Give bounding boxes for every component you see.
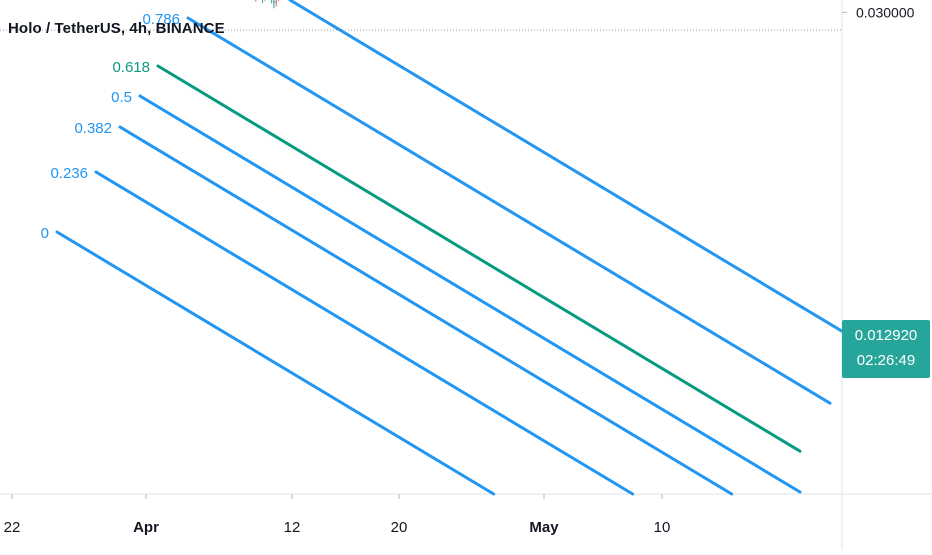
fib-level-label: 0.5: [111, 89, 132, 106]
x-tick-label: May: [529, 519, 559, 536]
fib-channel-line: [140, 96, 800, 492]
fib-channel-line: [57, 232, 494, 494]
last-price-value: 0.012920: [842, 327, 930, 344]
candles: [0, 0, 764, 8]
bar-countdown: 02:26:49: [842, 352, 930, 369]
candle-body: [273, 2, 275, 3]
fib-channel-line: [158, 66, 800, 451]
x-tick-label: Apr: [133, 519, 159, 536]
fib-level-label: 0: [41, 225, 49, 242]
fib-channel-line: [96, 172, 633, 494]
fib-channel-line: [290, 0, 842, 331]
x-tick-label: 12: [284, 519, 301, 536]
last-price-badge: 0.012920 02:26:49: [842, 320, 930, 378]
x-tick-label: 22: [4, 519, 21, 536]
fib-level-label: 0.618: [112, 59, 150, 76]
fib-channel-line: [120, 127, 732, 494]
candle-body: [275, 2, 277, 3]
x-tick-label: 10: [654, 519, 671, 536]
fib-level-label: 0.236: [50, 165, 88, 182]
x-tick-label: 20: [391, 519, 408, 536]
fib-channel-line: [188, 18, 830, 403]
fib-level-label: 0.382: [74, 120, 112, 137]
chart-title: Holo / TetherUS, 4h, BINANCE: [8, 20, 225, 37]
y-tick-label: 0.030000: [856, 4, 915, 20]
